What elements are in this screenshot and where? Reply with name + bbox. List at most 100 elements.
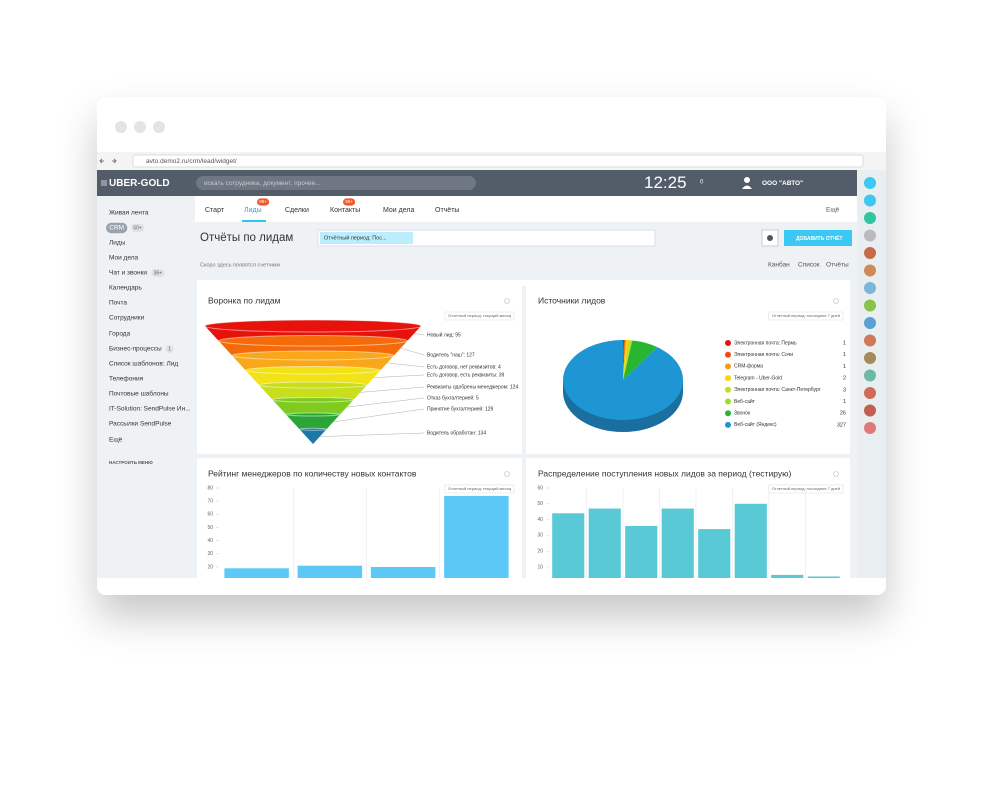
funnel-rim xyxy=(285,412,341,417)
configure-menu[interactable]: НАСТРОИТЬ МЕНЮ xyxy=(109,460,153,465)
y-tick-label: 60 xyxy=(537,485,543,491)
legend-swatch xyxy=(725,351,731,358)
tab-more[interactable]: Ещё xyxy=(826,207,840,214)
legend-label: Веб-сайт (Яндекс) xyxy=(734,421,777,428)
contact-avatar[interactable] xyxy=(864,352,876,364)
y-tick-label: 40 xyxy=(537,517,543,523)
period: Отчетный период: текущий месяц xyxy=(448,486,512,491)
menu-item[interactable]: Список шаблонов: Лид xyxy=(109,360,178,368)
contact-avatar[interactable] xyxy=(864,369,876,382)
funnel-stage xyxy=(286,414,340,430)
menu-item-bg xyxy=(106,222,128,234)
legend-value: 2 xyxy=(843,376,846,382)
widget-settings[interactable] xyxy=(833,471,839,477)
menu-icon[interactable] xyxy=(101,180,107,186)
period-box xyxy=(444,311,515,321)
widget-settings[interactable] xyxy=(833,298,839,304)
contact-avatar[interactable] xyxy=(864,247,876,259)
nav-arrows[interactable] xyxy=(99,158,117,164)
tab[interactable]: Сделки xyxy=(285,207,309,214)
tab[interactable]: Отчёты xyxy=(435,207,459,214)
menu-item[interactable]: Живая лента xyxy=(109,210,149,217)
search-placeholder: искать сотрудника, документ, прочее... xyxy=(204,180,321,187)
tab[interactable]: Лиды xyxy=(244,207,262,214)
menu-item[interactable]: IT-Solution: SendPulse Ин... xyxy=(109,406,191,413)
address-bar[interactable] xyxy=(132,154,864,168)
tab[interactable]: Старт xyxy=(205,207,225,214)
search-box[interactable] xyxy=(196,176,476,190)
pie-slice xyxy=(623,340,633,380)
legend-value: 1 xyxy=(843,352,846,358)
menu-badge-bg xyxy=(151,269,165,277)
contact-avatar[interactable] xyxy=(864,317,876,329)
company: ООО "АВТО" xyxy=(762,180,803,187)
legend-swatch xyxy=(725,340,731,346)
contact-avatar[interactable] xyxy=(864,404,876,417)
user-icon xyxy=(742,185,752,189)
view-link[interactable]: Список xyxy=(798,262,820,269)
menu-badge-bg xyxy=(165,345,174,353)
y-tick-label: 50 xyxy=(207,525,213,531)
menu-item[interactable]: Сотрудники xyxy=(109,315,145,322)
bar xyxy=(444,495,509,578)
funnel-rim xyxy=(245,366,381,375)
y-tick-label: 30 xyxy=(537,533,543,539)
funnel-label: Реквизиты одобрены менеджером: 124 xyxy=(427,384,518,390)
window-dot xyxy=(153,121,165,133)
contact-avatar[interactable] xyxy=(864,387,876,399)
legend-value: 1 xyxy=(843,340,846,346)
contact-avatar[interactable] xyxy=(864,334,876,347)
contact-avatar[interactable] xyxy=(864,422,876,434)
user-icon[interactable] xyxy=(744,177,750,183)
menu-item[interactable]: Почтовые шаблоны xyxy=(109,390,169,398)
gear-icon xyxy=(767,235,773,241)
widget-title: Распределение поступления новых лидов за… xyxy=(538,468,791,478)
menu-item[interactable]: Ещё xyxy=(109,437,123,444)
menu-item[interactable]: Мои дела xyxy=(109,255,139,262)
contact-avatar[interactable] xyxy=(864,177,876,189)
tab-badge: 99+ xyxy=(259,199,267,204)
filter-chip-text: Отчётный период: Пос... xyxy=(324,234,387,241)
app: UBER-GOLD искать сотрудника, документ, пр… xyxy=(97,170,886,578)
menu-badge: 36+ xyxy=(154,270,163,276)
legend-value: 26 xyxy=(840,411,846,417)
y-tick-label: 80 xyxy=(207,485,213,491)
funnel-label: Отказ бухгалтерией: 5 xyxy=(427,394,479,401)
bar xyxy=(625,525,658,578)
contact-avatar[interactable] xyxy=(864,282,876,294)
filter-chip[interactable] xyxy=(320,232,413,244)
menu-item[interactable]: Чат и звонки xyxy=(109,270,147,277)
tab[interactable]: Мои дела xyxy=(383,207,414,214)
contact-avatar[interactable] xyxy=(864,299,876,312)
pie-slice xyxy=(623,340,625,380)
menu-item[interactable]: Почта xyxy=(109,300,127,307)
widget-settings[interactable] xyxy=(504,471,510,477)
menu-item[interactable]: Рассылки SendPulse xyxy=(109,421,172,428)
menu-item[interactable]: Календарь xyxy=(109,285,142,292)
menu-item[interactable]: Лиды xyxy=(109,240,126,247)
view-link[interactable]: Отчёты xyxy=(826,262,849,269)
tab[interactable]: Контакты xyxy=(330,207,360,214)
add-report-button[interactable] xyxy=(784,230,852,246)
legend-label: Telegram - Uber-Gold xyxy=(734,375,782,381)
bar xyxy=(661,508,694,578)
menu-item: CRM xyxy=(109,225,124,232)
funnel-label: Водитель обработан: 134 xyxy=(427,430,486,436)
contact-avatar[interactable] xyxy=(864,264,876,277)
funnel-leader xyxy=(346,397,425,408)
funnel-label: Водитель "наш": 127 xyxy=(427,352,475,358)
funnel-label: Новый лид: 95 xyxy=(427,331,461,338)
menu-item[interactable]: Бизнес-процессы xyxy=(109,346,162,353)
view-link[interactable]: Канбан xyxy=(768,261,790,269)
menu-item[interactable]: Города xyxy=(109,331,131,338)
funnel-rim xyxy=(272,397,354,403)
widget-title: Источники лидов xyxy=(538,295,606,305)
period: Отчетный период: последние 7 дней xyxy=(772,486,840,491)
contact-avatar[interactable] xyxy=(864,212,876,224)
menu-item[interactable]: Телефония xyxy=(109,376,144,383)
bar xyxy=(224,568,289,578)
contact-avatar[interactable] xyxy=(864,229,876,242)
contact-avatar[interactable] xyxy=(864,194,876,207)
widget-settings[interactable] xyxy=(504,298,510,304)
period: Отчетный период: последние 7 дней xyxy=(772,313,840,318)
